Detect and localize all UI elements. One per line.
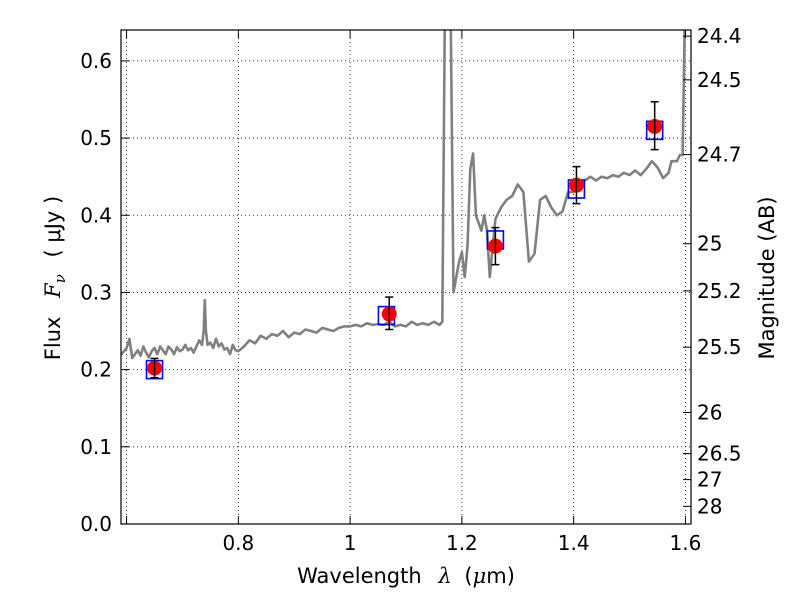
y-axis-label-unit: ( μJy ) xyxy=(41,196,65,258)
model-points-layer xyxy=(145,120,664,380)
y-axis-label-subscript: ν xyxy=(51,274,69,283)
x-axis-label: Wavelength λ (μm) xyxy=(297,564,515,588)
y-axis-label: Flux Fν ( μJy ) xyxy=(41,196,70,360)
y2-tick-label: 26.5 xyxy=(697,442,742,466)
error-bars-layer xyxy=(150,101,659,379)
photometry-points-layer xyxy=(147,118,663,376)
x-tick-label: 1.6 xyxy=(670,531,702,555)
y-tick-label: 0.6 xyxy=(80,49,112,73)
y2-tick-label: 25.5 xyxy=(697,335,742,359)
model-spectrum-line xyxy=(121,30,686,360)
y2-tick-label: 24.4 xyxy=(697,24,742,48)
x-tick-label: 1 xyxy=(344,531,357,555)
y2-tick-label: 24.5 xyxy=(697,68,742,92)
y2-tick-label: 26 xyxy=(697,400,722,424)
y-tick-label: 0.5 xyxy=(80,126,112,150)
y2-tick-label: 25 xyxy=(697,232,722,256)
y-tick-label: 0.4 xyxy=(80,203,112,227)
y2-tick-label: 25.2 xyxy=(697,279,742,303)
model-spectrum-layer xyxy=(121,30,686,360)
x-axis-label-symbol: λ xyxy=(437,564,451,588)
plot-frame xyxy=(120,29,692,525)
y2-tick-label: 28 xyxy=(697,494,722,518)
x-tick-label: 1.2 xyxy=(446,531,478,555)
x-axis-label-unit-open: ( xyxy=(464,564,472,588)
y-tick-label: 0.0 xyxy=(80,512,112,536)
y2-tick-label: 27 xyxy=(697,468,722,492)
x-tick-label: 1.4 xyxy=(558,531,590,555)
y-tick-label: 0.3 xyxy=(80,280,112,304)
y-tick-label: 0.2 xyxy=(80,358,112,382)
axis-ticks: 0.8 1 1.2 1.4 1.6 0.0 0.1 0.2 0.3 0.4 0.5 0.6 24.4 24… xyxy=(80,24,741,555)
y2-axis-label: Magnitude (AB) xyxy=(755,196,779,359)
x-axis-label-unit-mu: μ xyxy=(473,564,487,588)
y2-tick-label: 24.7 xyxy=(697,143,742,167)
x-axis-label-unit-rest: m) xyxy=(486,564,515,588)
x-tick-label: 0.8 xyxy=(222,531,254,555)
y-axis-label-symbol: F xyxy=(41,282,65,299)
grid xyxy=(121,30,691,525)
y-tick-label: 0.1 xyxy=(80,435,112,459)
y-axis-label-prefix: Flux xyxy=(41,317,65,361)
x-axis-label-prefix: Wavelength xyxy=(297,564,422,588)
